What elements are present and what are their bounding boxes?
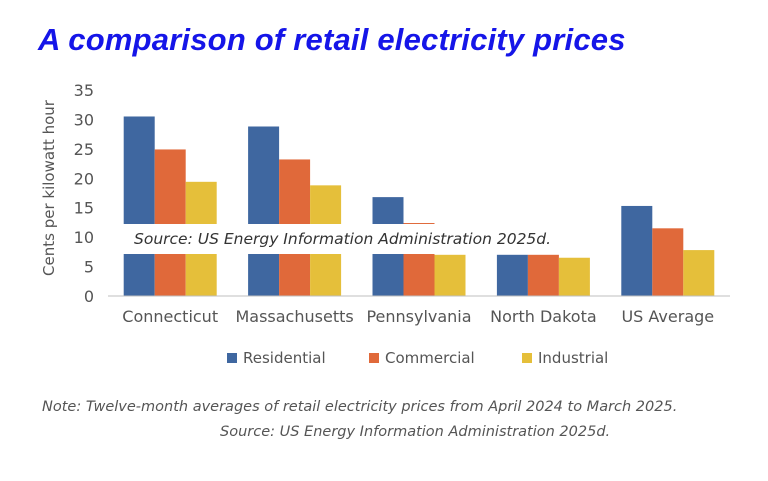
legend-swatch-residential bbox=[227, 353, 237, 363]
y-tick-label: 5 bbox=[84, 258, 94, 277]
bar-commercial-north-dakota bbox=[527, 254, 559, 296]
legend-label-commercial: Commercial bbox=[385, 349, 475, 367]
bar-residential-north-dakota bbox=[496, 254, 528, 296]
bar-commercial-connecticut bbox=[154, 149, 186, 296]
y-tick-label: 25 bbox=[74, 140, 94, 159]
x-category-label: US Average bbox=[621, 307, 714, 326]
x-category-label: North Dakota bbox=[490, 307, 597, 326]
bar-industrial-us-average bbox=[683, 250, 715, 296]
bar-residential-us-average bbox=[621, 205, 653, 296]
bar-industrial-north-dakota bbox=[558, 257, 590, 296]
x-category-label: Connecticut bbox=[122, 307, 218, 326]
y-axis-label: Cents per kilowatt hour bbox=[40, 99, 58, 276]
bar-residential-massachusetts bbox=[248, 126, 280, 297]
x-category-label: Massachusetts bbox=[235, 307, 353, 326]
chart-note: Note: Twelve-month averages of retail el… bbox=[42, 399, 678, 415]
chart-title: A comparison of retail electricity price… bbox=[38, 22, 626, 57]
y-tick-label: 20 bbox=[74, 169, 94, 188]
legend-swatch-commercial bbox=[369, 353, 379, 363]
bar-industrial-pennsylvania bbox=[434, 254, 466, 296]
y-tick-label: 15 bbox=[74, 199, 94, 218]
y-tick-label: 10 bbox=[74, 228, 94, 247]
legend-label-industrial: Industrial bbox=[538, 349, 608, 367]
footer-source: Source: US Energy Information Administra… bbox=[220, 424, 611, 440]
legend: Residential Commercial Industrial bbox=[227, 349, 608, 367]
bar-chart: Cents per kilowatt hour 0 5 10 15 20 25 30 35 C… bbox=[40, 81, 730, 367]
legend-label-residential: Residential bbox=[243, 349, 326, 367]
x-category-label: Pennsylvania bbox=[366, 307, 471, 326]
y-tick-label: 0 bbox=[84, 287, 94, 306]
overlay-source-text: Source: US Energy Information Administra… bbox=[134, 230, 551, 248]
source-overlay-box: Source: US Energy Information Administra… bbox=[123, 224, 593, 254]
legend-swatch-industrial bbox=[522, 353, 532, 363]
y-tick-label: 30 bbox=[74, 110, 94, 129]
bar-commercial-us-average bbox=[652, 228, 684, 296]
bar-residential-connecticut bbox=[123, 116, 155, 296]
y-tick-label: 35 bbox=[74, 81, 94, 100]
